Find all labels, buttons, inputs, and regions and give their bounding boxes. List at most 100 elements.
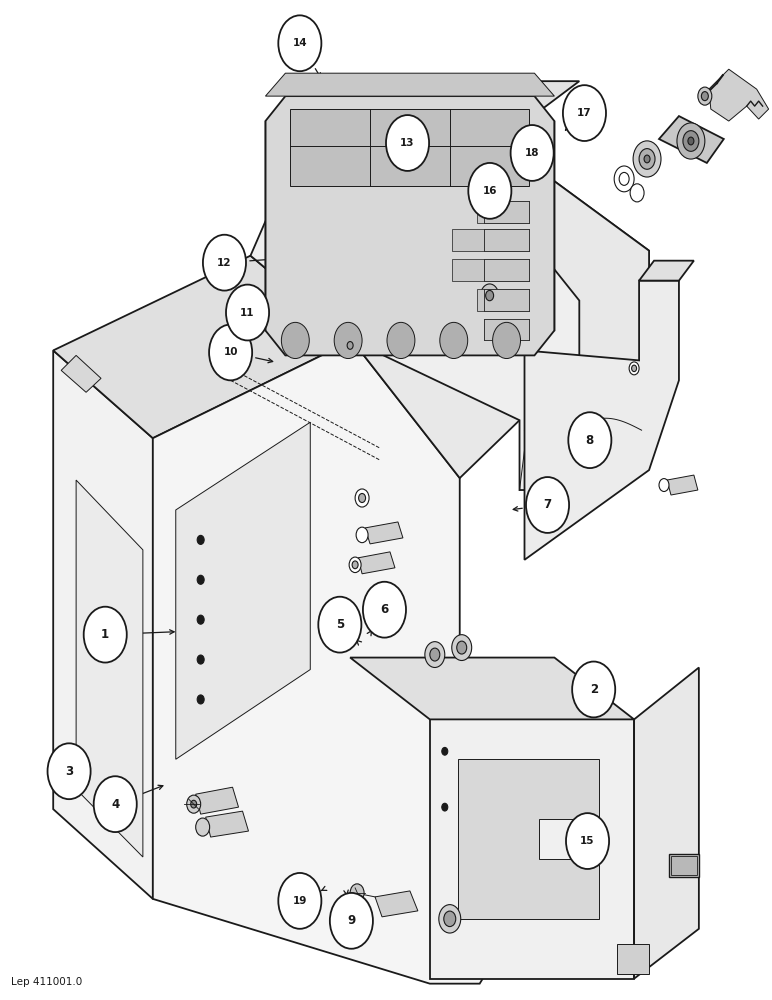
Polygon shape	[483, 229, 530, 251]
Circle shape	[481, 284, 499, 307]
Circle shape	[615, 166, 634, 192]
Polygon shape	[483, 201, 530, 223]
Circle shape	[203, 235, 246, 291]
Circle shape	[83, 607, 127, 663]
Text: 10: 10	[223, 347, 238, 357]
Circle shape	[334, 322, 362, 359]
Text: 13: 13	[401, 138, 415, 148]
Polygon shape	[483, 289, 530, 311]
Polygon shape	[476, 201, 523, 223]
Polygon shape	[659, 116, 724, 163]
Polygon shape	[639, 261, 694, 281]
Polygon shape	[483, 201, 530, 223]
Polygon shape	[452, 229, 498, 251]
Polygon shape	[483, 229, 530, 251]
Text: Lep 411001.0: Lep 411001.0	[11, 977, 82, 987]
Polygon shape	[76, 480, 143, 857]
Polygon shape	[483, 259, 530, 281]
Circle shape	[48, 743, 90, 799]
Circle shape	[688, 137, 694, 145]
Circle shape	[629, 362, 639, 375]
Polygon shape	[476, 289, 523, 311]
Polygon shape	[290, 109, 530, 186]
Circle shape	[566, 813, 609, 869]
Polygon shape	[483, 229, 530, 251]
Polygon shape	[365, 522, 403, 544]
Circle shape	[659, 479, 669, 492]
Circle shape	[318, 597, 361, 653]
Circle shape	[359, 493, 366, 503]
Circle shape	[526, 477, 569, 533]
Circle shape	[493, 322, 520, 359]
Polygon shape	[53, 256, 352, 438]
Circle shape	[209, 324, 252, 380]
Circle shape	[197, 575, 204, 584]
Polygon shape	[483, 289, 530, 311]
Polygon shape	[352, 296, 520, 478]
Circle shape	[279, 873, 321, 929]
Circle shape	[619, 172, 629, 185]
Polygon shape	[266, 73, 554, 96]
Text: 16: 16	[482, 186, 497, 196]
Circle shape	[510, 125, 554, 181]
Circle shape	[469, 163, 511, 219]
Polygon shape	[153, 340, 520, 984]
Polygon shape	[483, 319, 530, 340]
Circle shape	[425, 642, 445, 667]
Polygon shape	[266, 96, 554, 355]
Polygon shape	[195, 787, 239, 814]
Polygon shape	[430, 719, 634, 979]
Circle shape	[355, 489, 369, 507]
Circle shape	[191, 800, 197, 808]
Circle shape	[486, 290, 493, 301]
Circle shape	[683, 131, 699, 151]
Circle shape	[563, 85, 606, 141]
Circle shape	[457, 641, 467, 654]
Text: 1: 1	[101, 628, 110, 641]
Polygon shape	[667, 475, 698, 495]
Circle shape	[347, 342, 353, 349]
Text: 11: 11	[240, 308, 255, 318]
Circle shape	[639, 149, 655, 169]
Polygon shape	[250, 141, 649, 490]
Circle shape	[197, 695, 204, 704]
Circle shape	[633, 141, 661, 177]
Text: 17: 17	[577, 108, 592, 118]
Circle shape	[281, 322, 310, 359]
Polygon shape	[53, 350, 153, 899]
Circle shape	[356, 527, 368, 543]
Text: 19: 19	[293, 896, 307, 906]
Polygon shape	[483, 319, 530, 340]
Polygon shape	[350, 658, 634, 719]
Circle shape	[197, 655, 204, 664]
Text: 8: 8	[586, 434, 594, 447]
Circle shape	[344, 338, 356, 353]
Text: 6: 6	[381, 603, 388, 616]
Circle shape	[677, 123, 705, 159]
Circle shape	[279, 15, 321, 71]
Circle shape	[330, 893, 373, 949]
Polygon shape	[375, 891, 418, 917]
Circle shape	[430, 648, 440, 661]
Circle shape	[197, 615, 204, 624]
Text: 5: 5	[336, 618, 344, 631]
Circle shape	[387, 322, 415, 359]
Circle shape	[352, 561, 358, 569]
Polygon shape	[205, 811, 249, 837]
Circle shape	[452, 635, 472, 661]
Circle shape	[358, 493, 366, 503]
Polygon shape	[61, 355, 101, 392]
Polygon shape	[483, 289, 530, 311]
Polygon shape	[671, 856, 697, 875]
Text: 7: 7	[543, 498, 552, 511]
Circle shape	[226, 285, 269, 340]
Polygon shape	[483, 201, 530, 223]
Circle shape	[438, 905, 461, 933]
Circle shape	[386, 115, 429, 171]
Text: 4: 4	[111, 798, 120, 811]
Polygon shape	[709, 69, 769, 121]
Circle shape	[444, 911, 455, 927]
Circle shape	[349, 557, 361, 573]
Circle shape	[197, 535, 204, 544]
Polygon shape	[452, 259, 498, 281]
